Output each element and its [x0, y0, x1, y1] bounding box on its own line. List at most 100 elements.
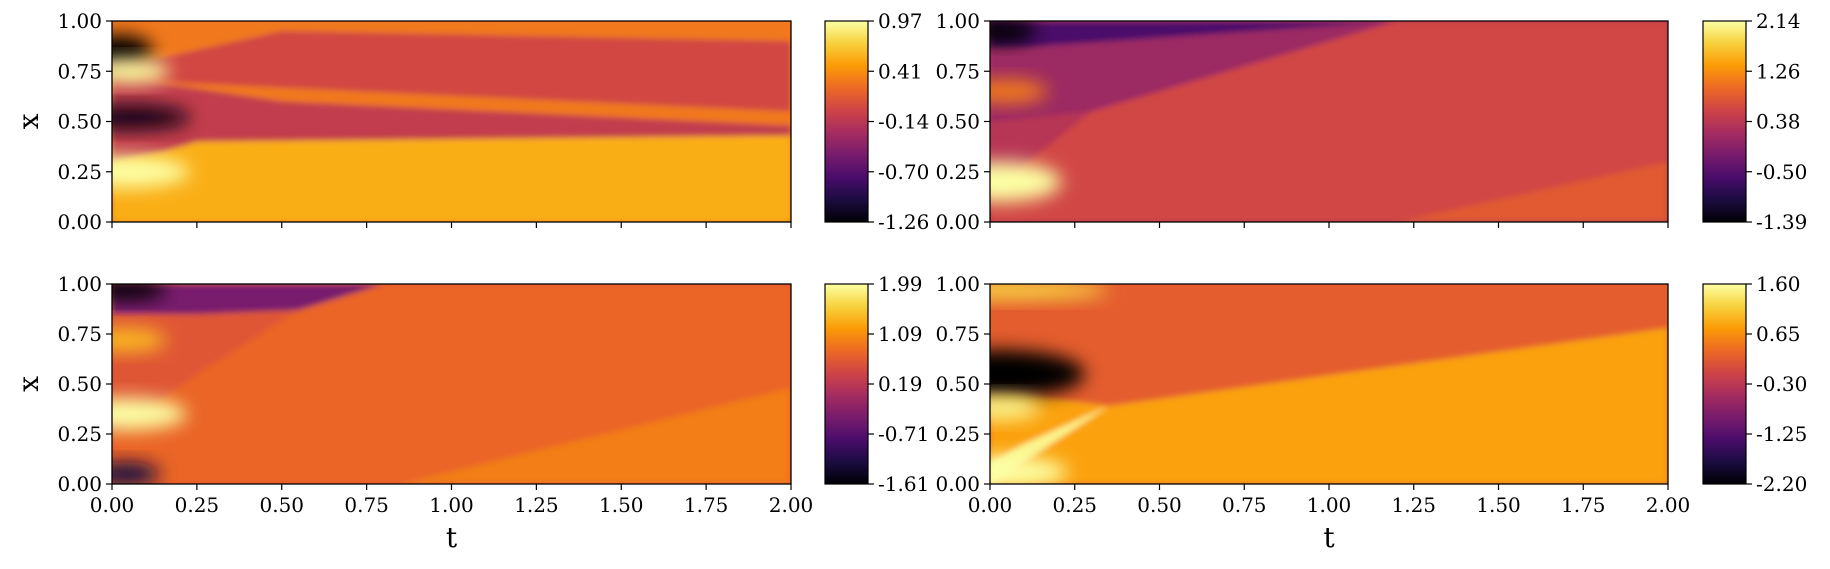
y-tick-label: 0.00: [935, 210, 980, 234]
y-tick-label: 0.75: [935, 59, 980, 83]
x-tick-label: 0.75: [344, 493, 389, 517]
colorbar-tick-label: -0.71: [878, 422, 929, 446]
heatmap-feature: [112, 328, 167, 352]
heatmap-feature: [990, 456, 1068, 484]
colorbar-tick-label: 0.41: [878, 59, 923, 83]
y-tick-label: 0.75: [935, 322, 980, 346]
y-axis-label: x: [12, 113, 45, 129]
y-tick-label: 1.00: [935, 9, 980, 33]
panel-bottom-right: 0.00 0.25 0.50 0.75 1.00 0.00 0.25 0.50 0.75 1.00…: [935, 272, 1807, 554]
x-tick-label: 1.50: [599, 493, 644, 517]
heatmap-feature: [112, 59, 170, 84]
colorbar-tick-label: 1.09: [878, 322, 923, 346]
x-tick-label: 2.00: [1646, 493, 1691, 517]
heatmap-feature: [990, 21, 1038, 44]
heatmap-feature: [990, 79, 1048, 104]
x-tick-label: 0.00: [968, 493, 1013, 517]
x-tick-label: 1.00: [1307, 493, 1352, 517]
y-tick-label: 0.50: [935, 110, 980, 134]
heatmap-feature: [112, 284, 167, 300]
y-tick-label: 1.00: [57, 9, 102, 33]
y-tick-label: 0.00: [935, 472, 980, 496]
y-tick-label: 0.00: [57, 210, 102, 234]
x-axis-label: t: [1323, 521, 1335, 554]
colorbar-gradient: [824, 283, 869, 485]
y-axis-label: x: [12, 376, 45, 392]
colorbar: -2.20 -1.25 -0.30 0.65 1.60: [1702, 272, 1807, 496]
x-tick-label: 1.50: [1476, 493, 1521, 517]
colorbar-tick-label: -2.20: [1756, 472, 1807, 496]
heatmap-region: [990, 328, 1668, 484]
x-tick-label: 0.50: [1137, 493, 1182, 517]
heatmap-region: [990, 161, 1668, 222]
x-axis-label: t: [446, 521, 458, 554]
x-tick-label: 0.75: [1222, 493, 1267, 517]
y-tick-label: 0.75: [57, 322, 102, 346]
colorbar: -1.61 -0.71 0.19 1.09 1.99: [824, 272, 929, 496]
colorbar-gradient: [1702, 20, 1747, 223]
heatmap-region: [990, 21, 1397, 122]
heatmap-region: [112, 284, 791, 484]
heatmap-feature: [112, 105, 191, 130]
x-tick-label: 1.75: [1561, 493, 1606, 517]
panel-top-right: 0.00 0.25 0.50 0.75 1.00 -1.39 -0.50 0.38 1.26 2.…: [935, 9, 1807, 234]
heatmap-field: [990, 21, 1668, 222]
x-tick-label: 1.25: [1391, 493, 1436, 517]
x-tick-label: 0.25: [1052, 493, 1097, 517]
heatmap-feature: [112, 35, 153, 68]
x-tick-label: 1.75: [684, 493, 729, 517]
heatmap-feature: [990, 161, 1062, 202]
panel-bottom-left: 0.00 0.25 0.50 0.75 1.00 0.00 0.25 0.50 0.75 1.00…: [12, 272, 929, 554]
colorbar-gradient: [824, 20, 869, 223]
colorbar-tick-label: -1.61: [878, 472, 929, 496]
y-tick-label: 1.00: [57, 272, 102, 296]
colorbar-tick-label: 0.65: [1756, 322, 1801, 346]
colorbar-tick-label: -0.50: [1756, 160, 1807, 184]
colorbar-tick-label: -0.30: [1756, 372, 1807, 396]
heatmap-feature: [112, 462, 160, 484]
heatmap-field: [112, 21, 791, 222]
x-tick-label: 2.00: [769, 493, 814, 517]
colorbar-gradient: [1702, 283, 1747, 485]
colorbar-tick-label: -0.70: [878, 160, 929, 184]
x-tick-label: 0.00: [90, 493, 135, 517]
y-tick-label: 0.50: [57, 372, 102, 396]
heatmap-field: [112, 284, 791, 484]
heatmap-feature: [990, 284, 1109, 300]
heatmap-feature: [990, 396, 1041, 420]
heatmap-region: [112, 81, 791, 162]
y-tick-label: 0.50: [935, 372, 980, 396]
panel-top-left: 0.00 0.25 0.50 0.75 1.00 x -1.26 -0.70 -0.14 0.41…: [12, 9, 929, 234]
colorbar-tick-label: 1.99: [878, 272, 923, 296]
colorbar-tick-label: 2.14: [1756, 9, 1801, 33]
colorbar: -1.26 -0.70 -0.14 0.41 0.97: [824, 9, 929, 234]
heatmap-region: [112, 135, 791, 222]
heatmap-field: [990, 284, 1668, 484]
y-tick-label: 0.50: [57, 110, 102, 134]
colorbar-tick-label: 1.60: [1756, 272, 1801, 296]
heatmap-region: [112, 284, 384, 314]
heatmap-region: [990, 21, 1397, 48]
heatmap-region: [400, 388, 791, 484]
colorbar-tick-label: -1.39: [1756, 210, 1807, 234]
x-tick-label: 1.00: [429, 493, 474, 517]
y-tick-label: 0.25: [935, 422, 980, 446]
colorbar: -1.39 -0.50 0.38 1.26 2.14: [1702, 9, 1807, 234]
x-tick-label: 1.25: [514, 493, 559, 517]
colorbar-tick-label: 0.19: [878, 372, 923, 396]
heatmap-feature: [112, 155, 191, 188]
colorbar-tick-label: 0.38: [1756, 110, 1801, 134]
colorbar-tick-label: 0.97: [878, 9, 923, 33]
y-tick-label: 0.25: [57, 422, 102, 446]
colorbar-tick-label: 1.26: [1756, 59, 1801, 83]
heatmap-feature: [112, 398, 187, 430]
x-tick-label: 0.50: [259, 493, 304, 517]
colorbar-tick-label: -1.25: [1756, 422, 1807, 446]
heatmap-feature: [990, 350, 1085, 398]
colorbar-tick-label: -0.14: [878, 110, 929, 134]
x-tick-label: 0.25: [175, 493, 220, 517]
y-tick-label: 0.75: [57, 59, 102, 83]
heatmap-region: [990, 21, 1668, 222]
heatmap-region: [112, 31, 791, 112]
